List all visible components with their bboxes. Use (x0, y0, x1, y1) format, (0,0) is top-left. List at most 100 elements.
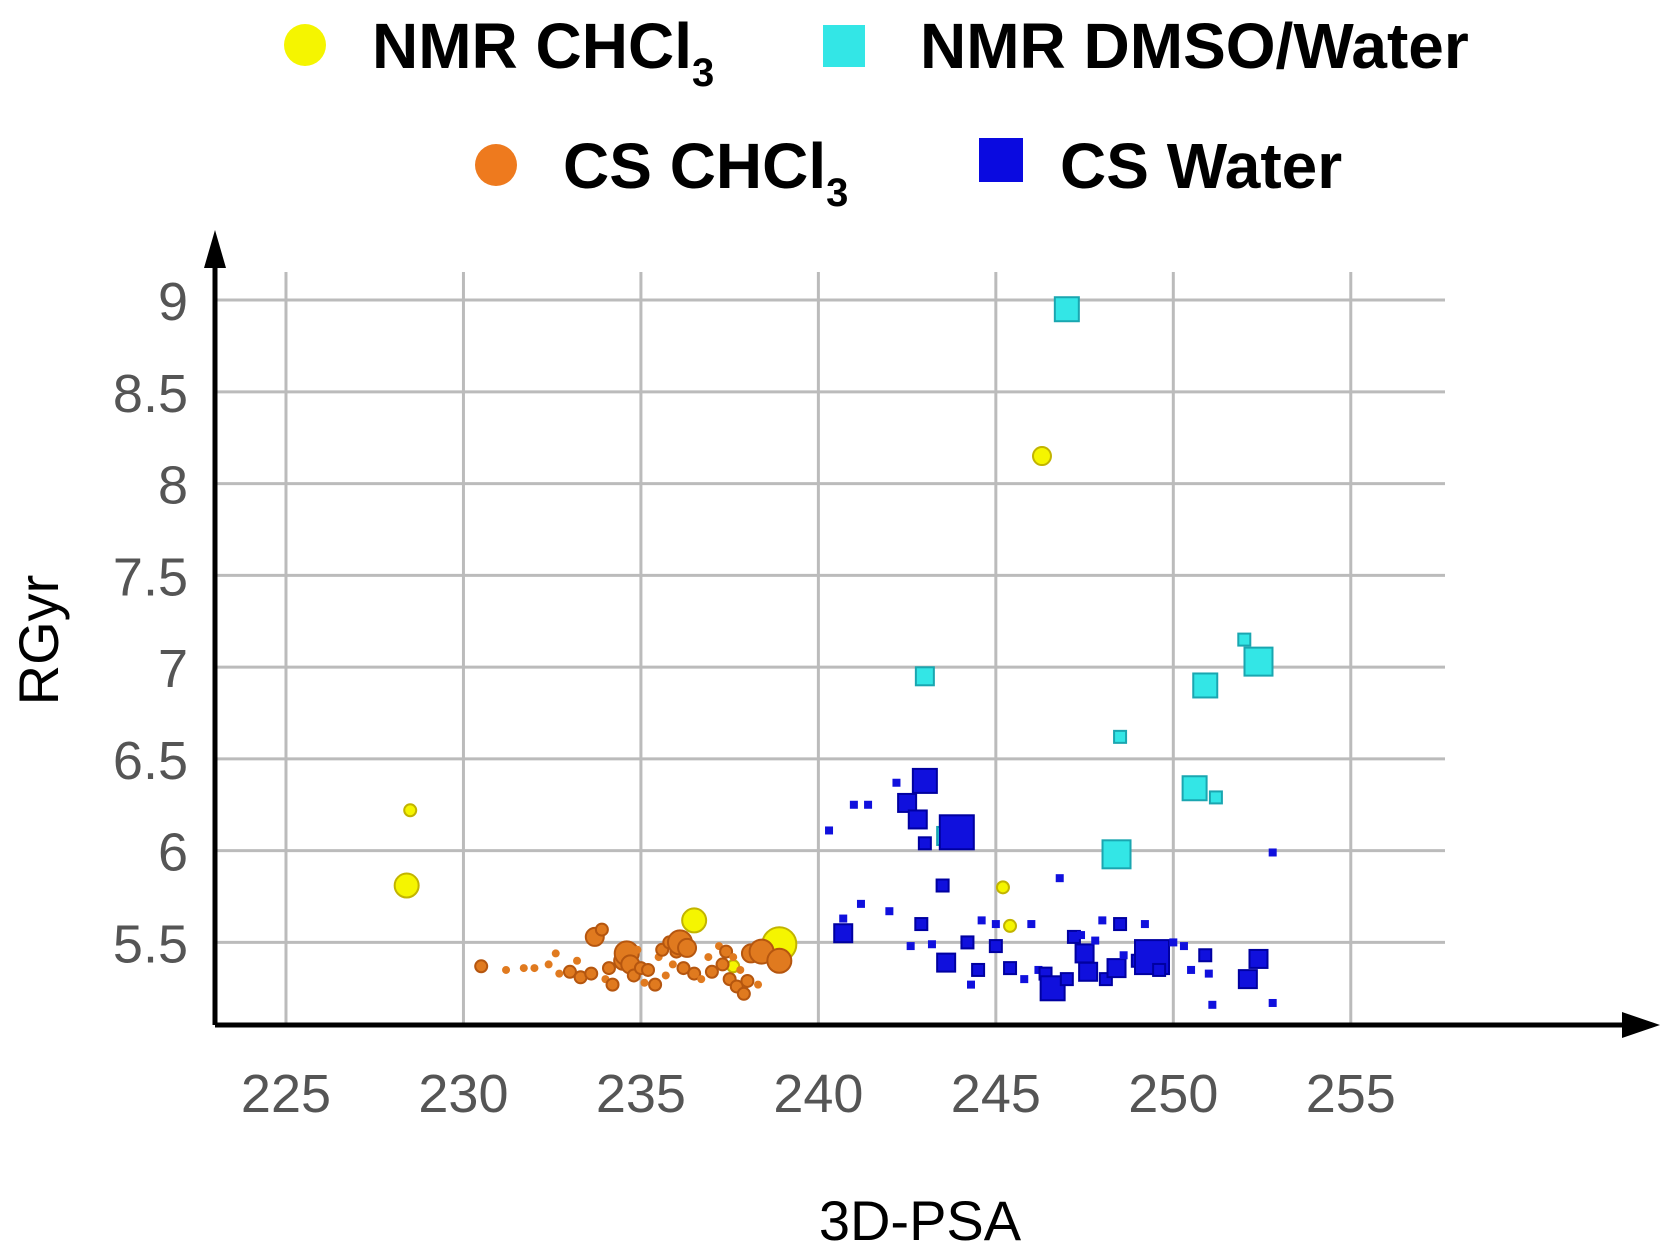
data-point (393, 872, 420, 899)
data-point (1268, 848, 1277, 857)
data-point (640, 978, 649, 987)
data-point (1053, 296, 1080, 323)
data-point (736, 965, 745, 974)
data-point (856, 899, 865, 908)
data-point (1198, 948, 1213, 963)
data-point (633, 945, 642, 954)
data-point (594, 922, 609, 937)
legend-item-cs-water: CS Water (979, 130, 1342, 202)
legend-label-nmr-dmso-water: NMR DMSO/Water (920, 10, 1469, 82)
data-point (1208, 790, 1223, 805)
legend-label-cs-water: CS Water (1060, 130, 1342, 202)
data-point (1077, 931, 1086, 940)
data-point (914, 666, 935, 687)
y-tick-label: 5.5 (113, 914, 188, 974)
data-point (754, 980, 763, 989)
data-point (584, 966, 599, 981)
data-point (697, 975, 706, 984)
data-point (562, 964, 577, 979)
data-point (1020, 975, 1029, 984)
data-point (885, 907, 894, 916)
data-point (1169, 938, 1178, 947)
data-point (971, 962, 986, 977)
data-point (1248, 948, 1269, 969)
data-point (729, 953, 738, 962)
x-tick-label: 250 (1128, 1064, 1218, 1124)
data-point (403, 803, 418, 818)
y-axis-title: RGyr (7, 575, 70, 706)
data-point (938, 814, 975, 851)
legend-item-nmr-chcl3: NMR CHCl3 (284, 10, 714, 95)
data-point (1027, 920, 1036, 929)
data-point (897, 792, 918, 813)
y-tick-label: 8.5 (113, 364, 188, 424)
data-point (1055, 874, 1064, 883)
data-point (676, 961, 691, 976)
data-point (719, 944, 734, 959)
data-point (704, 964, 719, 979)
data-point (977, 916, 986, 925)
data-point (907, 809, 928, 830)
data-point (1181, 775, 1208, 802)
data-point (1031, 446, 1052, 467)
data-point (839, 914, 848, 923)
y-axis-arrow (204, 230, 226, 268)
legend-marker-cs-water (979, 138, 1023, 182)
x-tick-label: 255 (1306, 1064, 1396, 1124)
data-point (825, 826, 834, 835)
data-point (677, 937, 698, 958)
data-point (1179, 942, 1188, 951)
legend-marker-cs-chcl3 (475, 144, 517, 186)
legend-marker-nmr-chcl3 (284, 24, 326, 66)
axes (204, 230, 1660, 1038)
x-tick-label: 230 (418, 1064, 508, 1124)
data-point (661, 971, 670, 980)
series-cs-water (825, 767, 1277, 1009)
x-axis-arrow (1622, 1012, 1660, 1038)
data-point (1243, 646, 1274, 677)
y-tick-label: 6 (158, 823, 188, 883)
data-point (474, 959, 489, 974)
x-tick-labels: 225 230 235 240 245 250 255 (241, 1064, 1396, 1124)
data-point (1059, 972, 1074, 987)
data-point (892, 778, 901, 787)
data-point (991, 920, 1000, 929)
data-point (1140, 920, 1149, 929)
data-point (1106, 958, 1127, 979)
series-cs-chcl3 (474, 922, 793, 1001)
data-point (551, 949, 560, 958)
data-point (1003, 918, 1018, 933)
data-point (911, 767, 938, 794)
grid-lines (215, 272, 1445, 1025)
data-point (917, 836, 932, 851)
data-point (906, 942, 915, 951)
series-nmr-chcl3 (393, 446, 1052, 974)
y-tick-label: 9 (158, 272, 188, 332)
data-point (864, 800, 873, 809)
data-point (502, 965, 511, 974)
data-point (1034, 965, 1043, 974)
data-point (740, 973, 755, 988)
y-tick-label: 7.5 (113, 547, 188, 607)
data-point (605, 977, 620, 992)
data-point (1187, 965, 1196, 974)
x-tick-label: 225 (241, 1064, 331, 1124)
data-point (833, 923, 854, 944)
data-point (960, 935, 975, 950)
data-point (995, 880, 1010, 895)
data-point (849, 800, 858, 809)
data-point (1152, 962, 1167, 977)
x-tick-label: 235 (596, 1064, 686, 1124)
data-point (544, 960, 553, 969)
data-point (736, 986, 751, 1001)
y-tick-label: 6.5 (113, 731, 188, 791)
data-point (1098, 916, 1107, 925)
data-point (1237, 969, 1258, 990)
data-point (766, 947, 793, 974)
data-point (927, 940, 936, 949)
data-point (1113, 917, 1128, 932)
data-point (555, 969, 564, 978)
legend-label-nmr-chcl3: NMR CHCl3 (372, 10, 714, 95)
y-tick-label: 8 (158, 456, 188, 516)
